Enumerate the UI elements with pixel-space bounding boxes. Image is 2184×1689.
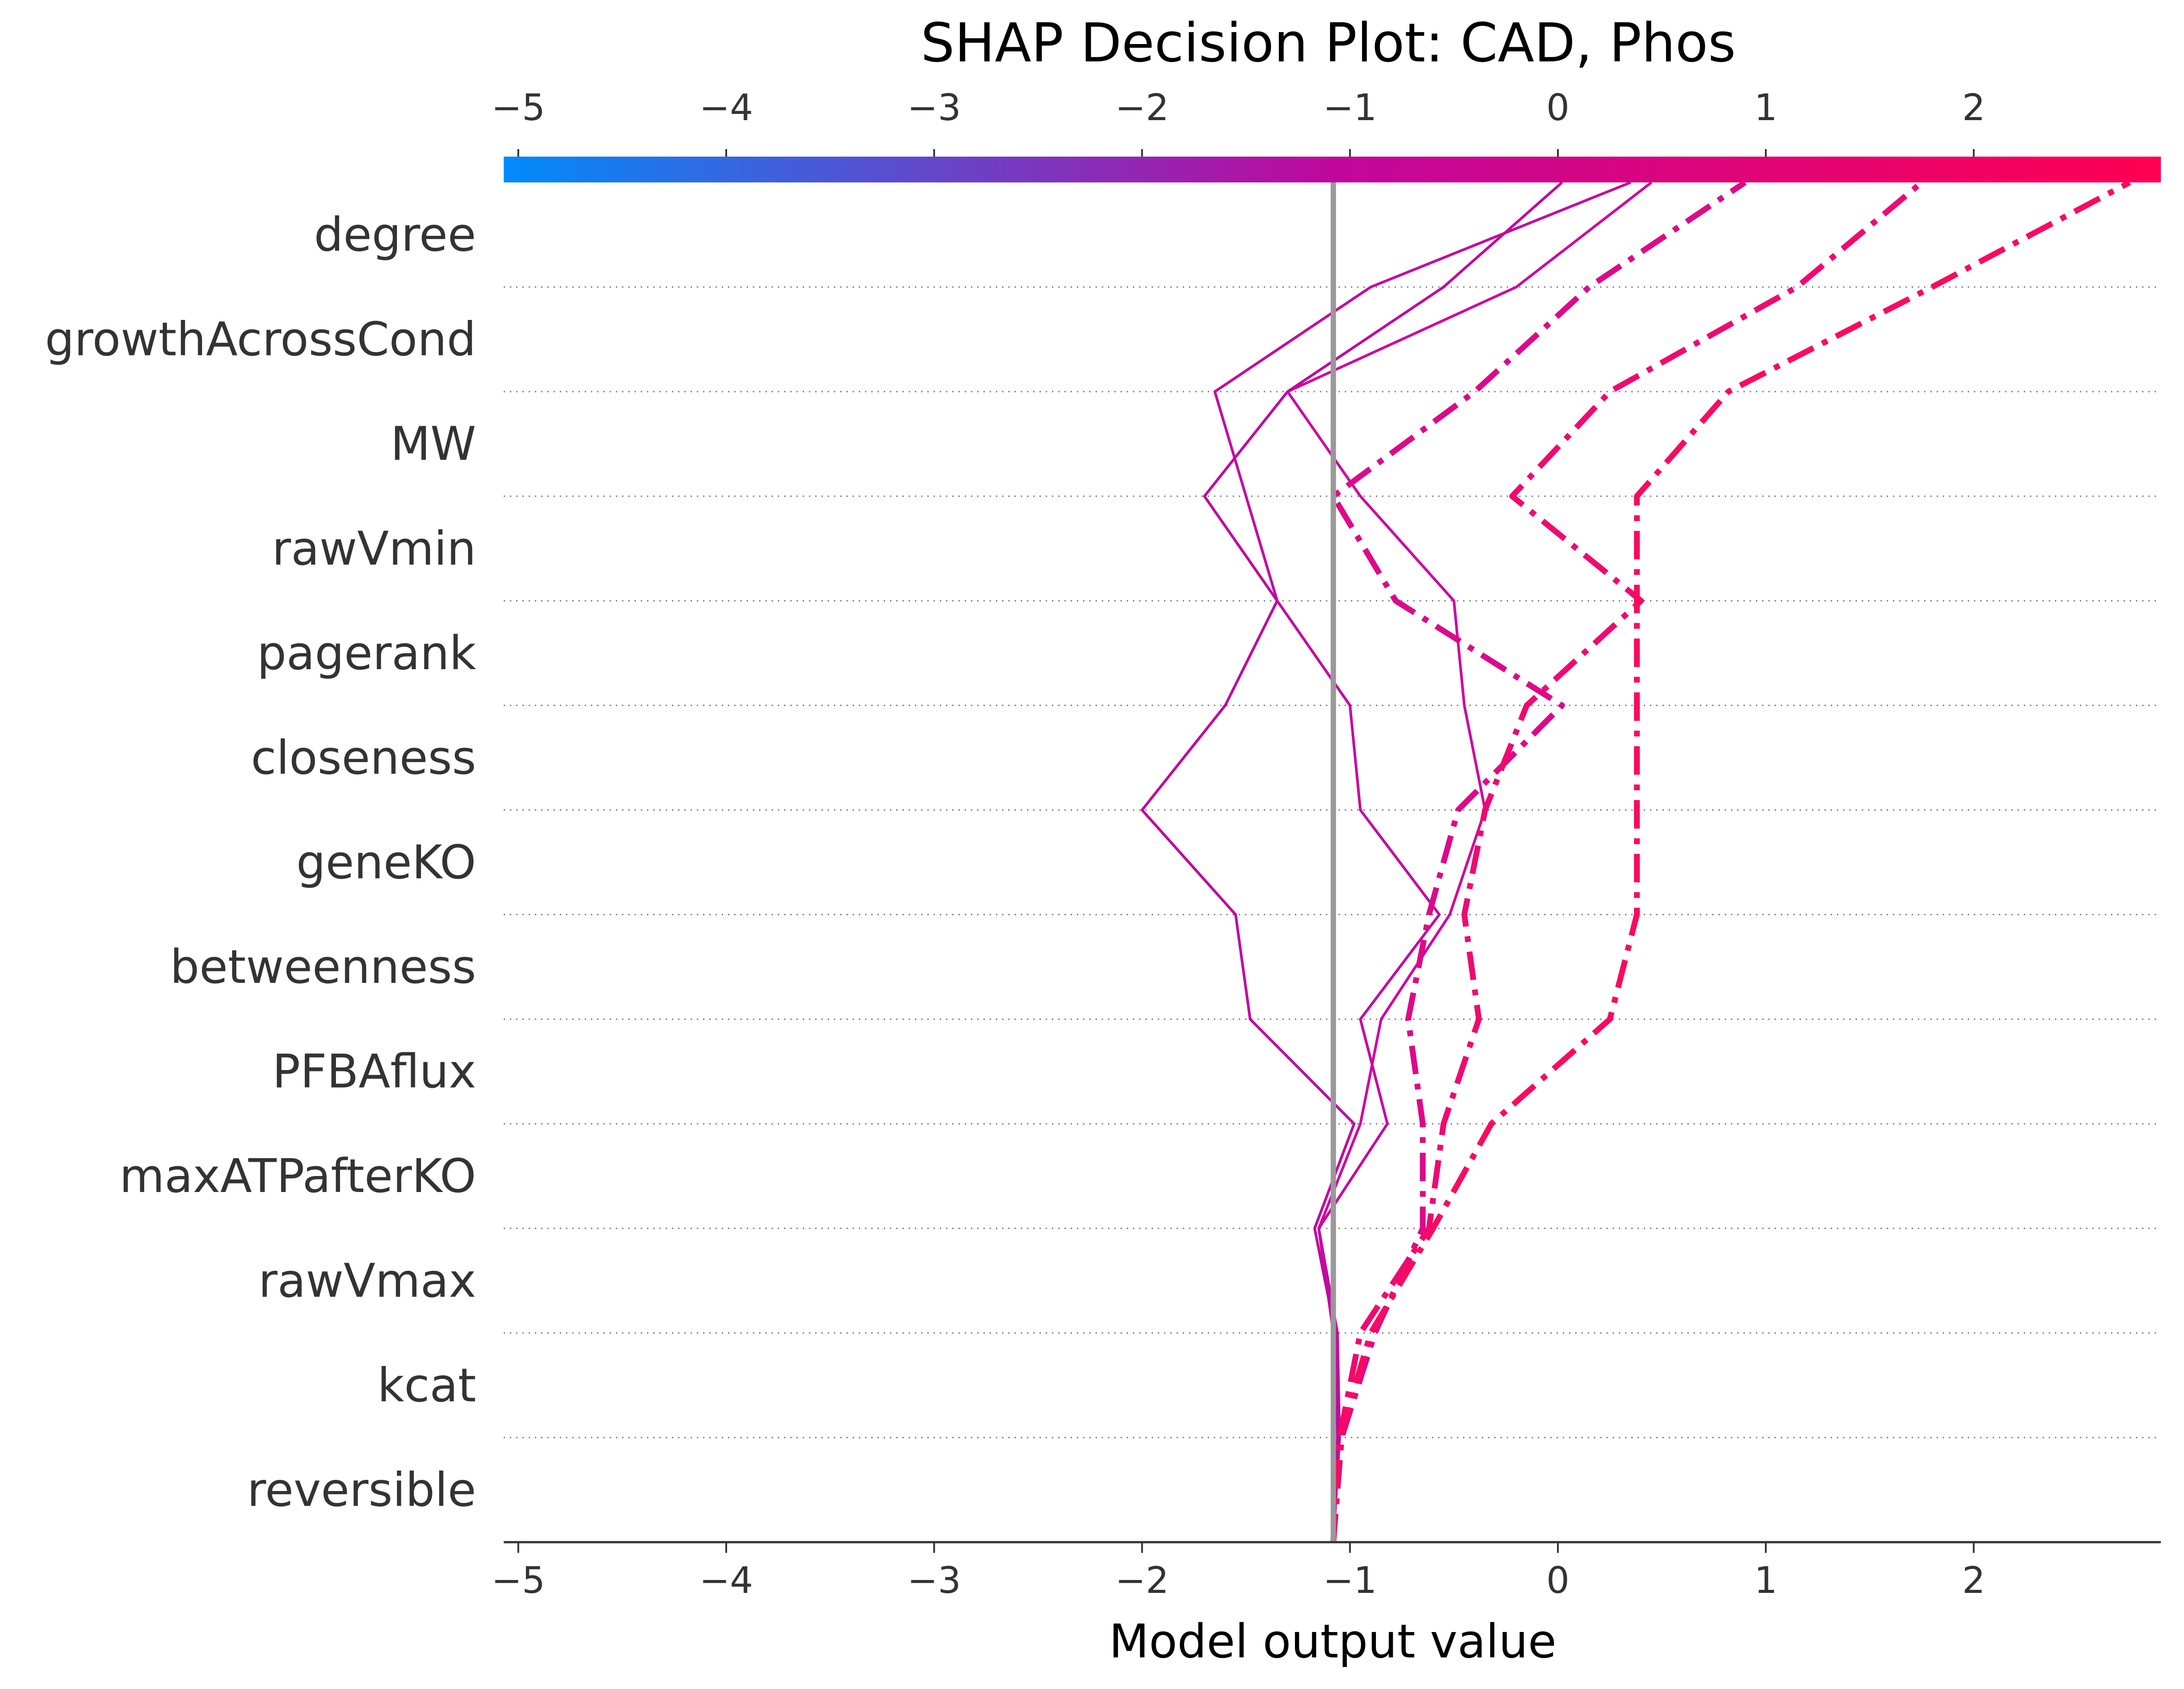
- bottom-tick-label: 1: [1754, 1560, 1777, 1602]
- top-tick-label: −4: [700, 87, 753, 129]
- top-axis-ticks: −5 −4 −3 −2 −1 0 1 2: [491, 87, 1986, 157]
- decision-line: [1141, 181, 1563, 1543]
- bottom-tick-label: −1: [1323, 1560, 1377, 1602]
- top-tick-label: −2: [1115, 87, 1169, 129]
- feature-label: maxATPafterKO: [119, 1149, 476, 1203]
- bottom-tick-label: −3: [907, 1560, 961, 1602]
- top-tick-label: 1: [1754, 87, 1777, 129]
- feature-label: kcat: [377, 1358, 476, 1412]
- feature-label: growthAcrossCond: [45, 312, 476, 367]
- feature-labels: degree growthAcrossCond MW rawVmin pagerank c…: [45, 208, 476, 1517]
- decision-line: [1286, 181, 1653, 1543]
- feature-label: rawVmax: [259, 1253, 476, 1308]
- decision-line: [1330, 180, 2131, 1543]
- bottom-axis-ticks: −5 −4 −3 −2 −1 0 1 2: [491, 1542, 1986, 1602]
- top-tick-label: 2: [1962, 87, 1985, 129]
- top-tick-label: 0: [1546, 87, 1569, 129]
- feature-label: pagerank: [257, 626, 476, 680]
- decision-lines: [1141, 180, 2131, 1543]
- bottom-tick-label: −4: [700, 1560, 753, 1602]
- feature-label: geneKO: [296, 835, 476, 889]
- top-tick-label: −3: [907, 87, 961, 129]
- feature-label: betweenness: [170, 940, 476, 994]
- feature-label: rawVmin: [272, 521, 476, 576]
- feature-label: PFBAflux: [272, 1044, 476, 1099]
- feature-label: degree: [314, 208, 476, 262]
- chart-title: SHAP Decision Plot: CAD, Phos: [921, 12, 1736, 74]
- bottom-tick-label: −2: [1115, 1560, 1169, 1602]
- top-tick-label: −1: [1323, 87, 1377, 129]
- colorbar: [504, 157, 2161, 182]
- decision-line: [1330, 180, 1924, 1543]
- decision-line: [1213, 181, 1631, 1543]
- bottom-tick-label: 2: [1962, 1560, 1985, 1602]
- bottom-tick-label: −5: [491, 1560, 545, 1602]
- feature-label: reversible: [247, 1463, 476, 1517]
- feature-label: closeness: [251, 731, 476, 785]
- bottom-tick-label: 0: [1546, 1560, 1569, 1602]
- top-tick-label: −5: [491, 87, 545, 129]
- x-axis-title: Model output value: [1109, 1614, 1556, 1669]
- decision-line: [1330, 180, 1747, 1543]
- feature-label: MW: [390, 417, 476, 471]
